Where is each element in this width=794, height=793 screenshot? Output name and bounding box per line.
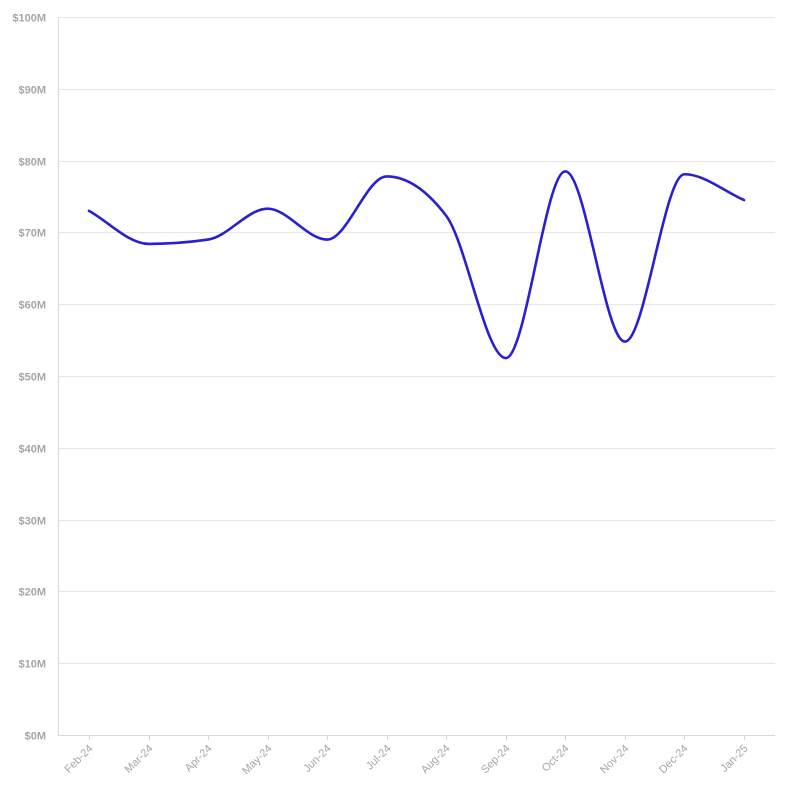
x-tick-label: Aug-24 — [419, 743, 453, 777]
y-tick-label: $30M — [18, 516, 46, 528]
y-tick-label: $20M — [18, 587, 46, 599]
x-tick-label: Sep-24 — [479, 743, 513, 777]
y-tick-label: $10M — [18, 659, 46, 671]
axes — [58, 17, 775, 736]
y-tick-label: $0M — [25, 731, 46, 743]
x-tick-label: Apr-24 — [183, 743, 215, 775]
y-tick-label: $100M — [12, 13, 46, 25]
x-tick-label: Feb-24 — [62, 743, 95, 776]
y-tick-label: $60M — [18, 300, 46, 312]
x-tick-label: Nov-24 — [598, 743, 632, 777]
y-tick-label: $90M — [18, 85, 46, 97]
y-tick-label: $40M — [18, 444, 46, 456]
y-axis-ticks: $0M $10M $20M $30M $40M $50M $60M $70M $80M $90M $… — [12, 13, 46, 743]
x-tick-label: Jan-25 — [718, 743, 750, 775]
x-tick-label: Jul-24 — [364, 743, 394, 773]
x-tick-label: Dec-24 — [657, 743, 691, 777]
x-tick-label: Oct-24 — [540, 743, 572, 775]
y-tick-label: $70M — [18, 228, 46, 240]
grid-lines — [58, 17, 775, 664]
x-tick-label: Jun-24 — [301, 743, 333, 775]
series-layer — [87, 170, 746, 360]
series-line-0 — [87, 170, 746, 360]
x-tick-label: Mar-24 — [122, 743, 155, 776]
x-axis-ticks: Feb-24 Mar-24 Apr-24 May-24 Jun-24 Jul-24 Aug-… — [62, 735, 751, 777]
y-tick-label: $80M — [18, 157, 46, 169]
y-tick-label: $50M — [18, 372, 46, 384]
x-tick-label: May-24 — [240, 743, 274, 777]
